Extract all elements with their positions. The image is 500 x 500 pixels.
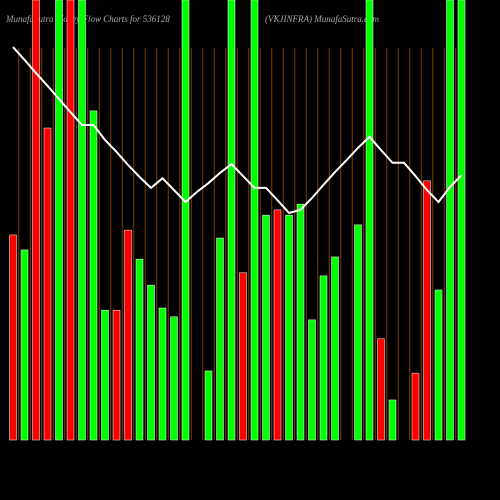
bar: [354, 224, 362, 441]
bar: [423, 180, 431, 441]
bar: [147, 284, 155, 441]
bar: [124, 229, 132, 441]
bar: [204, 370, 213, 441]
bar: [9, 234, 17, 441]
bar: [434, 289, 443, 441]
bar: [239, 272, 247, 441]
bar: [457, 0, 466, 441]
bar: [285, 214, 293, 441]
chart-title: MunafaSutra Money Flow Charts for 536128: [5, 14, 170, 24]
bar: [43, 127, 52, 441]
chart-subtitle: (VKJINFRA) MunafaSutra.com: [265, 14, 379, 24]
bar: [411, 372, 420, 441]
bar: [78, 0, 86, 441]
bar: [250, 0, 259, 441]
bar: [296, 203, 305, 441]
bar: [112, 309, 121, 441]
bar: [273, 209, 282, 441]
flow-line: [12, 46, 463, 215]
bar: [308, 319, 316, 441]
bar: [89, 110, 98, 441]
bar: [227, 0, 236, 441]
bar: [170, 316, 178, 441]
bar: [20, 249, 29, 441]
bar: [55, 0, 63, 441]
bar: [377, 338, 385, 441]
bar: [262, 214, 270, 441]
bar: [388, 399, 397, 441]
bar: [181, 0, 190, 441]
bar: [331, 256, 339, 441]
bar: [365, 0, 374, 441]
bar: [66, 0, 75, 441]
bar: [446, 0, 454, 441]
bar: [101, 309, 109, 441]
bar: [135, 258, 144, 441]
bar: [319, 275, 328, 441]
bar: [158, 307, 167, 441]
bar: [32, 0, 40, 441]
bar: [216, 237, 224, 441]
